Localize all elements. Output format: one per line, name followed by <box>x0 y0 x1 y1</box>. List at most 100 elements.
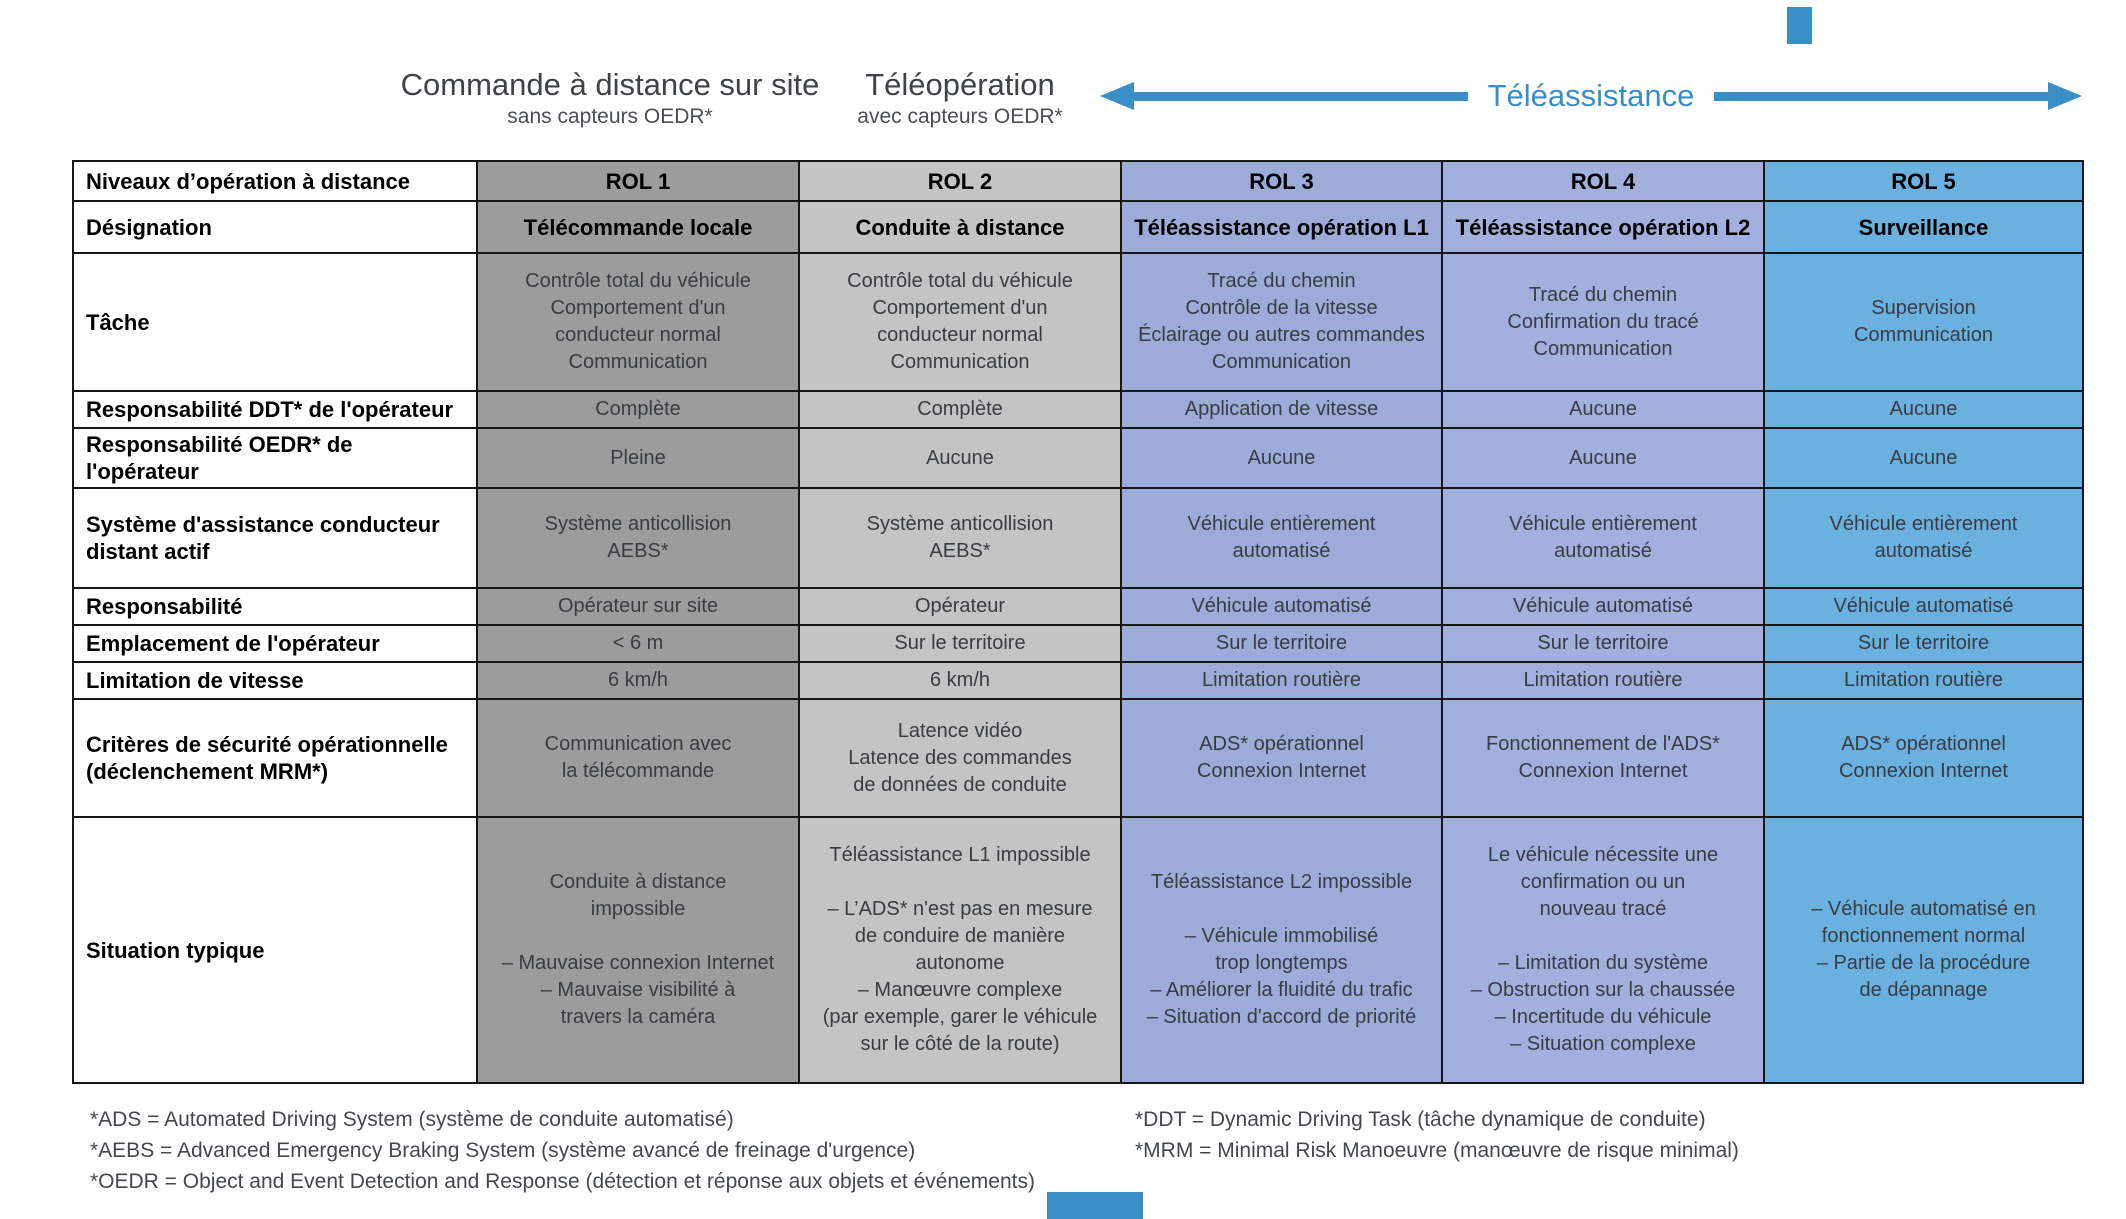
table-row-oedr: Responsabilité OEDR* de l'opérateur Plei… <box>72 427 2084 489</box>
table-cell: Télécommande locale <box>476 200 800 254</box>
table-cell: Opérateur <box>798 587 1122 626</box>
group-teleoperation-title: Téléopération <box>865 67 1055 102</box>
rol-comparison-table: Niveaux d’opération à distance ROL 1 ROL… <box>72 160 2084 1084</box>
table-cell: Sur le territoire <box>1441 624 1765 663</box>
table-cell: Conduite à distance impossible – Mauvais… <box>476 816 800 1084</box>
table-cell: Aucune <box>1763 427 2084 489</box>
table-cell: Véhicule automatisé <box>1763 587 2084 626</box>
footnote-ads: *ADS = Automated Driving System (système… <box>90 1108 734 1131</box>
table-cell: Sur le territoire <box>1763 624 2084 663</box>
table-cell: Limitation routière <box>1120 661 1443 700</box>
table-cell: Complète <box>798 390 1122 429</box>
row-label: Désignation <box>72 200 478 254</box>
table-cell: Surveillance <box>1763 200 2084 254</box>
table-cell: Contrôle total du véhicule Comportement … <box>798 252 1122 392</box>
table-cell: Sur le territoire <box>1120 624 1443 663</box>
group-onsite: Commande à distance sur site sans capteu… <box>260 68 960 132</box>
table-cell: Aucune <box>1441 427 1765 489</box>
footnote-mrm: *MRM = Minimal Risk Manoeuvre (manœuvre … <box>1135 1139 1739 1162</box>
footnotes: *ADS = Automated Driving System (système… <box>90 1104 2126 1197</box>
table-cell: Contrôle total du véhicule Comportement … <box>476 252 800 392</box>
table-cell: Complète <box>476 390 800 429</box>
table-cell: Supervision Communication <box>1763 252 2084 392</box>
row-label: Responsabilité <box>72 587 478 626</box>
col-header-rol2: ROL 2 <box>798 160 1122 202</box>
table-cell: Communication avec la télécommande <box>476 698 800 818</box>
table-cell: ADS* opérationnel Connexion Internet <box>1120 698 1443 818</box>
table-cell: Téléassistance opération L2 <box>1441 200 1765 254</box>
table-row-responsibility: Responsabilité Opérateur sur site Opérat… <box>72 587 2084 626</box>
teleassistance-left-arrow-icon <box>1100 74 1468 118</box>
table-cell: < 6 m <box>476 624 800 663</box>
table-cell: Système anticollision AEBS* <box>476 487 800 589</box>
table-row-task: Tâche Contrôle total du véhicule Comport… <box>72 252 2084 392</box>
table-cell: Aucune <box>798 427 1122 489</box>
table-cell: Limitation routière <box>1441 661 1765 700</box>
table-cell: Opérateur sur site <box>476 587 800 626</box>
col-header-rol1: ROL 1 <box>476 160 800 202</box>
group-onsite-title: Commande à distance sur site <box>400 67 820 102</box>
table-row-speed-limit: Limitation de vitesse 6 km/h 6 km/h Limi… <box>72 661 2084 700</box>
corner-label: Niveaux d’opération à distance <box>72 160 478 202</box>
table-cell: Tracé du chemin Contrôle de la vitesse É… <box>1120 252 1443 392</box>
table-cell: Conduite à distance <box>798 200 1122 254</box>
table-cell: Aucune <box>1120 427 1443 489</box>
table-cell: Véhicule entièrement automatisé <box>1441 487 1765 589</box>
table-row-operator-location: Emplacement de l'opérateur < 6 m Sur le … <box>72 624 2084 663</box>
row-label: Critères de sécurité opérationnelle (déc… <box>72 698 478 818</box>
table-row-designation: Désignation Télécommande locale Conduite… <box>72 200 2084 254</box>
table-cell: Téléassistance L1 impossible – L’ADS* n'… <box>798 816 1122 1084</box>
footnotes-left: *ADS = Automated Driving System (système… <box>90 1104 1135 1197</box>
group-teleoperation: Téléopération avec capteurs OEDR* <box>790 68 1130 132</box>
table-cell: Sur le territoire <box>798 624 1122 663</box>
row-label: Système d'assistance conducteur distant … <box>72 487 478 589</box>
footnote-ddt: *DDT = Dynamic Driving Task (tâche dynam… <box>1135 1108 1706 1131</box>
group-teleoperation-subtitle: avec capteurs OEDR* <box>857 105 1063 128</box>
accent-bar-top <box>1787 7 1812 44</box>
table-cell: Pleine <box>476 427 800 489</box>
table-row-levels: Niveaux d’opération à distance ROL 1 ROL… <box>72 160 2084 202</box>
row-label: Responsabilité OEDR* de l'opérateur <box>72 427 478 489</box>
table-cell: Latence vidéo Latence des commandes de d… <box>798 698 1122 818</box>
table-cell: Véhicule entièrement automatisé <box>1763 487 2084 589</box>
table-cell: Limitation routière <box>1763 661 2084 700</box>
group-onsite-subtitle: sans capteurs OEDR* <box>507 105 713 128</box>
row-label: Emplacement de l'opérateur <box>72 624 478 663</box>
col-header-rol5: ROL 5 <box>1763 160 2084 202</box>
row-label: Responsabilité DDT* de l'opérateur <box>72 390 478 429</box>
table-cell: Tracé du chemin Confirmation du tracé Co… <box>1441 252 1765 392</box>
table-cell: Aucune <box>1763 390 2084 429</box>
table-cell: Véhicule entièrement automatisé <box>1120 487 1443 589</box>
header-band: Commande à distance sur site sans capteu… <box>0 0 2126 160</box>
table-cell: Véhicule automatisé <box>1441 587 1765 626</box>
group-teleassistance: Téléassistance <box>1100 74 2082 118</box>
table-row-safety-criteria: Critères de sécurité opérationnelle (déc… <box>72 698 2084 818</box>
table-cell: 6 km/h <box>476 661 800 700</box>
row-label: Tâche <box>72 252 478 392</box>
table-cell: Téléassistance L2 impossible – Véhicule … <box>1120 816 1443 1084</box>
accent-bar-bottom <box>1047 1192 1143 1219</box>
table-cell: Téléassistance opération L1 <box>1120 200 1443 254</box>
footnotes-right: *DDT = Dynamic Driving Task (tâche dynam… <box>1135 1104 2126 1197</box>
table-row-ddt: Responsabilité DDT* de l'opérateur Compl… <box>72 390 2084 429</box>
table-cell: Aucune <box>1441 390 1765 429</box>
footnote-oedr: *OEDR = Object and Event Detection and R… <box>90 1170 1035 1193</box>
table-row-typical-situation: Situation typique Conduite à distance im… <box>72 816 2084 1084</box>
table-cell: Système anticollision AEBS* <box>798 487 1122 589</box>
table-row-assist-system: Système d'assistance conducteur distant … <box>72 487 2084 589</box>
row-label: Situation typique <box>72 816 478 1084</box>
table-cell: Le véhicule nécessite une confirmation o… <box>1441 816 1765 1084</box>
teleassistance-label: Téléassistance <box>1487 78 1695 113</box>
table-cell: Application de vitesse <box>1120 390 1443 429</box>
table-cell: 6 km/h <box>798 661 1122 700</box>
footnote-aebs: *AEBS = Advanced Emergency Braking Syste… <box>90 1139 916 1162</box>
col-header-rol3: ROL 3 <box>1120 160 1443 202</box>
teleassistance-right-arrow-icon <box>1714 74 2082 118</box>
table-cell: – Véhicule automatisé en fonctionnement … <box>1763 816 2084 1084</box>
row-label: Limitation de vitesse <box>72 661 478 700</box>
table-cell: Véhicule automatisé <box>1120 587 1443 626</box>
table-cell: Fonctionnement de l'ADS* Connexion Inter… <box>1441 698 1765 818</box>
col-header-rol4: ROL 4 <box>1441 160 1765 202</box>
table-cell: ADS* opérationnel Connexion Internet <box>1763 698 2084 818</box>
